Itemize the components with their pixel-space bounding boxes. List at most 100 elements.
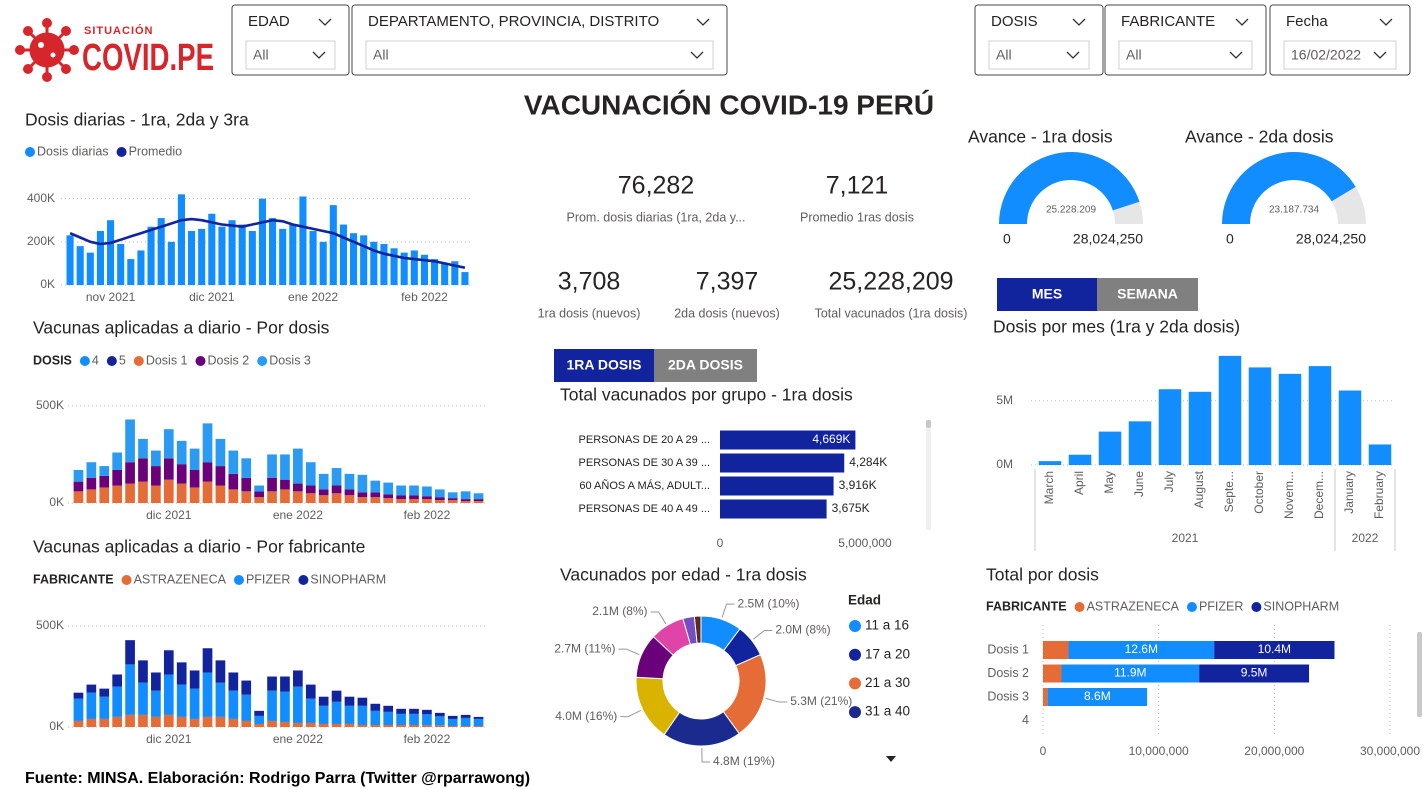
bar (720, 476, 834, 496)
bar (434, 489, 445, 498)
legend-marker (298, 575, 309, 585)
kpi-label: 1ra dosis (nuevos) (538, 306, 641, 320)
bar (177, 194, 185, 285)
bar (1061, 664, 1200, 683)
bar (422, 499, 432, 503)
bar (357, 492, 368, 498)
bar (473, 501, 484, 503)
bar (189, 487, 200, 503)
y-tick-label: PERSONAS DE 20 A 29 ... (579, 434, 710, 446)
filter-dropdown[interactable] (365, 40, 714, 70)
bar (137, 250, 145, 285)
y-tick-label: 4 (1022, 713, 1029, 727)
scrollbar-track (926, 420, 931, 530)
legend-label: 5 (119, 353, 126, 367)
bar (228, 718, 239, 727)
chart-title: Vacunas aplicadas a diario - Por dosis (33, 318, 330, 338)
legend-label: Dosis 1 (146, 353, 188, 367)
x-tick-label: Novem... (1282, 471, 1296, 519)
bar (138, 714, 148, 727)
donut-slice (693, 615, 702, 644)
bar (344, 489, 355, 496)
bar (215, 438, 226, 467)
filter-value: All (996, 47, 1012, 63)
bar (357, 724, 368, 727)
filter-dropdown[interactable] (245, 40, 336, 70)
bar (228, 450, 239, 474)
bar (125, 462, 135, 484)
x-tick-label: October (1252, 471, 1266, 514)
chevron (690, 51, 704, 59)
legend-marker (849, 706, 861, 719)
bar (451, 261, 459, 285)
kpi-value: 7,397 (696, 268, 759, 296)
bar (380, 243, 388, 285)
bar (331, 701, 342, 724)
bar (460, 714, 471, 718)
bar (396, 495, 406, 500)
legend-marker (1251, 602, 1262, 612)
filter-label: Fecha (1286, 13, 1328, 30)
chart-title: Avance - 2da dosis (1185, 127, 1334, 147)
bar (241, 694, 252, 721)
filter-label: FABRICANTE (1121, 13, 1215, 30)
toggle-button[interactable] (1097, 278, 1198, 311)
value-label: 3,916K (839, 478, 877, 492)
bar (99, 487, 110, 503)
bar (1068, 641, 1215, 659)
value-label: 11.9M (1114, 666, 1146, 680)
bar (720, 453, 845, 473)
bar (112, 452, 123, 470)
bar (1338, 390, 1362, 465)
bar (357, 497, 368, 503)
kpi-label: Prom. dosis diarias (1ra, 2da y... (566, 210, 745, 224)
bar (138, 458, 148, 482)
legend-label: 11 a 16 (865, 618, 909, 633)
chevron (1379, 18, 1393, 26)
bar (331, 493, 342, 503)
toggle-button[interactable] (554, 349, 654, 382)
bar (344, 705, 355, 724)
filter-dropdown[interactable] (1118, 40, 1253, 70)
scrollbar-thumb[interactable] (926, 420, 931, 428)
x-tick-label: ene 2022 (288, 290, 338, 304)
bar (241, 720, 252, 727)
bar (383, 494, 394, 499)
slice-label: 2.1M (8%) (592, 604, 647, 618)
kpi-value: 25,228,209 (828, 268, 953, 296)
slice-label: 2.5M (10%) (738, 596, 800, 610)
bar (344, 473, 355, 490)
bar (720, 430, 856, 450)
y-tick-label: PERSONAS DE 30 A 39 ... (579, 457, 710, 469)
toggle-button[interactable] (654, 349, 757, 382)
bar (293, 686, 303, 723)
legend-scroll-arrow[interactable] (886, 756, 896, 762)
bar (267, 477, 277, 492)
legend-label: Dosis diarias (37, 144, 109, 158)
bar (112, 686, 123, 717)
leader-line (618, 648, 640, 656)
x-group-label: 2021 (1172, 531, 1199, 545)
filter-dropdown[interactable] (988, 40, 1090, 70)
bar (318, 495, 329, 503)
bar (370, 480, 381, 493)
bar (202, 423, 213, 463)
bar (293, 722, 303, 727)
bar (86, 252, 94, 285)
y-tick-label: 500K (36, 618, 64, 632)
y-tick-label: 0M (996, 457, 1013, 471)
chart-title: Dosis por mes (1ra y 2da dosis) (993, 317, 1240, 337)
bar (73, 692, 84, 699)
toggle-button[interactable] (997, 278, 1097, 311)
kpi-value: 76,282 (618, 172, 694, 200)
bar (1043, 688, 1048, 706)
bar (280, 676, 290, 692)
bar (447, 500, 458, 503)
legend-label: PFIZER (1199, 599, 1243, 613)
chart-title: Dosis diarias - 1ra, 2da y 3ra (25, 110, 249, 130)
scrollbar-thumb[interactable] (1417, 632, 1422, 717)
bar (241, 491, 252, 503)
filter-label: DOSIS (991, 13, 1038, 30)
bar (339, 224, 347, 285)
bar (280, 721, 290, 727)
